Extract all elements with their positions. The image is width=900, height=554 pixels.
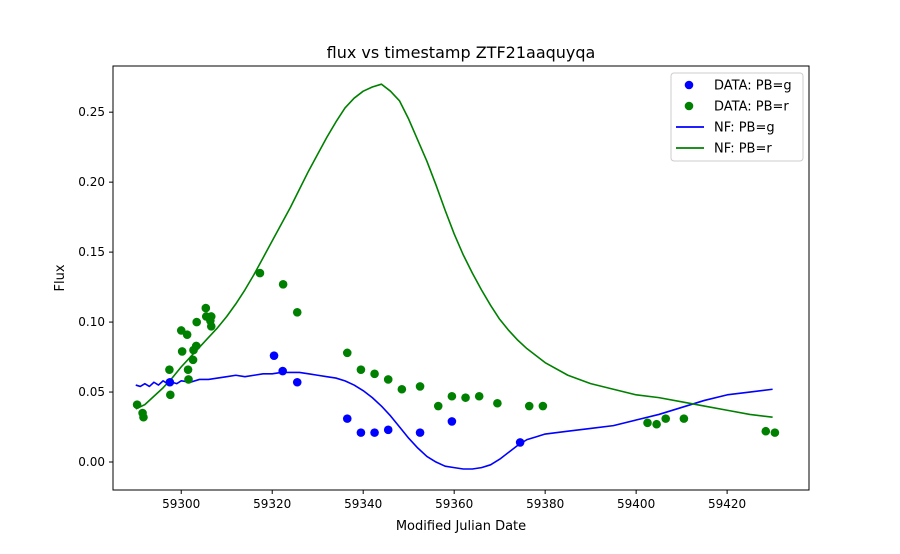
data-point-s0-10: [515, 438, 525, 447]
data-point-s1-23: [356, 365, 366, 374]
data-point-s1-27: [415, 382, 425, 391]
y-tick-label-0: 0.00: [78, 455, 105, 469]
data-point-s0-0: [165, 377, 175, 387]
data-point-s0-6: [370, 428, 379, 437]
data-point-s1-32: [493, 398, 502, 408]
legend: DATA: PB=g DATA: PB=r NF: PB=g NF: PB=r: [670, 72, 804, 162]
data-point-s1-22: [342, 348, 352, 358]
legend-label-1: DATA: PB=r: [714, 100, 789, 115]
data-point-s1-21: [292, 307, 302, 317]
data-point-s0-1: [269, 351, 279, 360]
legend-box: [670, 72, 804, 162]
y-tick-label-3: 0.15: [78, 245, 105, 259]
y-tick-label-5: 0.25: [78, 105, 105, 119]
data-point-s1-2: [139, 412, 148, 422]
data-point-s0-3: [292, 377, 302, 387]
data-point-s1-36: [652, 419, 661, 429]
data-point-s1-4: [166, 390, 175, 400]
legend-marker-1: [684, 101, 694, 111]
data-point-s1-18: [206, 321, 216, 331]
data-point-s1-9: [184, 375, 193, 384]
data-point-s1-14: [201, 303, 211, 313]
data-point-s1-31: [474, 391, 484, 401]
x-tick-label-3: 59360: [435, 497, 473, 511]
data-point-s1-7: [182, 330, 192, 339]
y-tick-label-1: 0.05: [78, 385, 105, 399]
data-point-s1-35: [643, 418, 652, 428]
plot-area: [132, 83, 780, 470]
data-point-s1-19: [255, 268, 265, 278]
x-tick-label-6: 59420: [708, 497, 746, 511]
chart-title: flux vs timestamp ZTF21aaquyqa: [327, 43, 596, 62]
data-point-s0-5: [356, 428, 366, 437]
data-point-s1-20: [278, 280, 288, 289]
data-point-s1-38: [679, 414, 689, 423]
legend-label-3: NF: PB=r: [714, 142, 772, 157]
axes: 59300 59320 59340 59360 59380 59400 59420 0.00 0…: [78, 105, 746, 511]
y-tick-label-4: 0.20: [78, 175, 105, 189]
data-point-s1-34: [538, 401, 548, 411]
data-point-s1-10: [188, 355, 198, 365]
data-point-s1-28: [433, 401, 443, 411]
series-line-3: [135, 83, 773, 419]
y-tick-label-2: 0.10: [78, 315, 105, 329]
x-tick-label-2: 59340: [344, 497, 382, 511]
data-point-s1-29: [447, 391, 457, 401]
data-point-s0-4: [342, 414, 352, 423]
data-point-s1-8: [183, 365, 193, 374]
data-point-s0-7: [383, 425, 393, 435]
data-point-s1-6: [177, 347, 187, 356]
legend-marker-0: [684, 80, 694, 90]
data-point-s1-12: [191, 341, 201, 351]
data-point-s1-25: [383, 375, 393, 384]
y-axis-label: Flux: [53, 264, 68, 291]
data-point-s1-13: [192, 317, 201, 327]
x-tick-label-5: 59400: [617, 497, 655, 511]
legend-label-2: NF: PB=g: [714, 121, 775, 136]
data-point-s0-2: [278, 366, 287, 376]
x-tick-label-4: 59380: [526, 497, 564, 511]
data-point-s1-40: [770, 428, 780, 437]
series-line-2: [135, 371, 773, 470]
data-point-s0-9: [447, 417, 457, 426]
data-point-s1-37: [661, 414, 671, 423]
legend-label-0: DATA: PB=g: [714, 79, 792, 94]
plot-frame: [112, 65, 810, 491]
data-point-s1-24: [370, 369, 379, 379]
x-tick-label-0: 59300: [162, 497, 200, 511]
data-point-s1-3: [165, 365, 174, 374]
data-point-s1-30: [461, 393, 470, 402]
data-point-s1-0: [132, 400, 142, 409]
data-point-s1-26: [397, 384, 407, 394]
data-point-s1-17: [206, 312, 216, 321]
x-axis-label: Modified Julian Date: [396, 519, 526, 534]
data-point-s0-8: [415, 428, 425, 437]
data-point-s1-33: [524, 401, 534, 411]
data-point-s1-39: [761, 426, 771, 436]
x-tick-label-1: 59320: [253, 497, 291, 511]
